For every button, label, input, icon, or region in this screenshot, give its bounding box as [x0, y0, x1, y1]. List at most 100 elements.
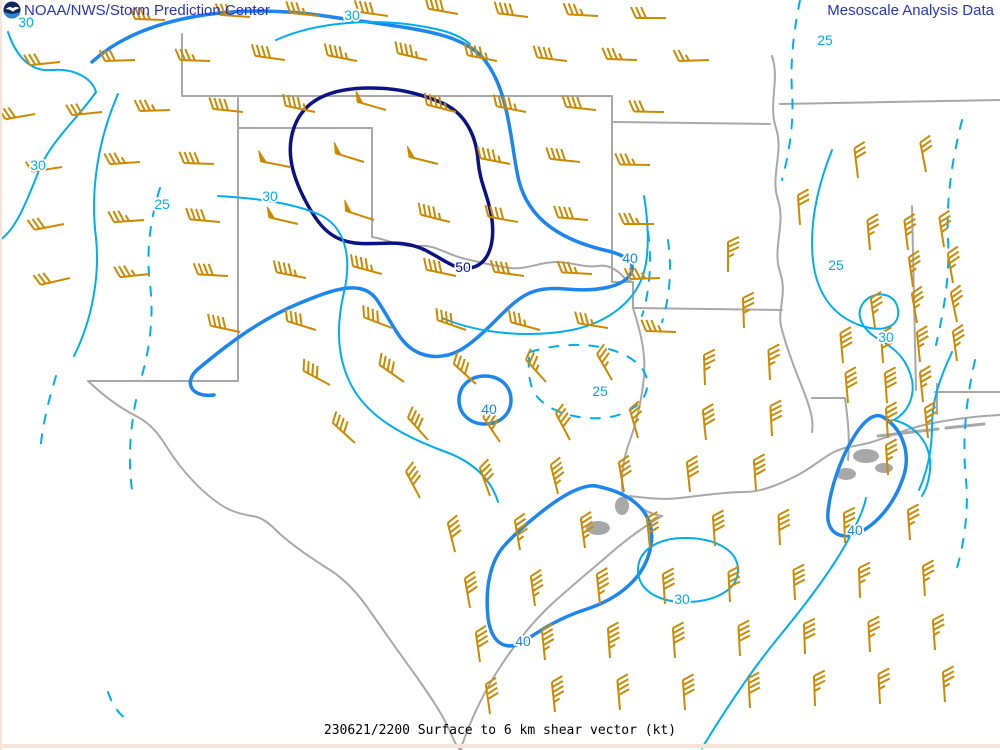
wind-barb [32, 272, 71, 286]
wind-barb [681, 673, 696, 711]
site-title: Mesoscale Analysis Data [827, 2, 994, 19]
wind-barb [640, 319, 677, 333]
border-missouri-arkansas [613, 121, 771, 125]
barb-pennant [355, 90, 364, 105]
barb-pennant [258, 150, 268, 164]
wind-barb [113, 265, 151, 279]
lake-pontchartrain [853, 449, 879, 463]
wind-barb [258, 150, 291, 168]
wind-barb [711, 509, 726, 547]
lakes-urban-areas [586, 449, 893, 535]
wind-barb [178, 151, 215, 165]
shear-contours [0, 0, 976, 749]
contour-label-30: 30 [674, 591, 690, 607]
wind-barb [946, 245, 961, 284]
wind-barb [812, 669, 826, 707]
contour-30 [918, 351, 953, 491]
wind-barb [250, 43, 286, 61]
wind-barb [883, 366, 898, 404]
contour-40 [826, 413, 908, 538]
wind-barb [877, 667, 891, 705]
contour-30 [701, 497, 867, 749]
wind-barb [323, 43, 358, 62]
wind-barb [26, 217, 65, 231]
wind-barb [378, 352, 405, 383]
wind-barb [417, 202, 451, 223]
wind-barb [525, 348, 547, 383]
coastline-gulf [460, 414, 1000, 749]
wind-barb [423, 92, 457, 113]
wind-barb [792, 563, 806, 601]
wind-barb [918, 365, 932, 403]
urban-area-new-orleans [875, 463, 893, 473]
wind-barb [508, 310, 541, 331]
contour-label-25: 25 [154, 196, 170, 212]
contour-label-25: 25 [817, 32, 833, 48]
wind-barb [545, 147, 581, 163]
wind-barb [174, 48, 211, 62]
wind-barb [561, 95, 597, 111]
contour-30 [811, 149, 932, 497]
wind-barb [866, 213, 880, 251]
wind-barb [802, 617, 816, 655]
wind-barb [493, 1, 529, 18]
wind-barb [0, 106, 36, 121]
page-title: NOAA/NWS/Storm Prediction Center [24, 2, 270, 19]
wind-barb [769, 399, 783, 437]
left-edge-strip [0, 0, 2, 750]
contour-labels: 30 30 25 30 25 30 50 40 25 30 25 40 40 40 30 [16, 5, 895, 651]
urban-area-houston [586, 521, 610, 535]
wind-barb [350, 254, 383, 275]
wind-barb [331, 411, 356, 444]
barb-pennant [266, 206, 276, 220]
wind-barb [949, 284, 964, 323]
border-colorado [181, 33, 239, 97]
wind-barb [478, 458, 495, 497]
contour-label-30: 30 [344, 7, 360, 23]
river-mississippi [771, 55, 814, 433]
wind-barb [941, 665, 955, 703]
wind-barb [595, 567, 610, 605]
wind-barb [596, 343, 613, 381]
contour-30 [0, 31, 98, 241]
wind-barb [353, 0, 389, 17]
wind-barb [617, 454, 632, 493]
wind-barb [549, 456, 565, 495]
contour-25 [139, 187, 161, 383]
contour-25 [107, 691, 129, 721]
wind-barb [923, 401, 937, 439]
wind-barb [24, 159, 63, 173]
mississippi-delta [836, 468, 856, 480]
contour-25 [781, 0, 801, 181]
wind-barb [513, 512, 528, 551]
wind-barb [606, 621, 621, 659]
contour-25 [39, 375, 57, 453]
wind-barb [476, 146, 511, 165]
wind-barb [129, 7, 166, 21]
wind-barb [915, 325, 929, 363]
wind-barb [532, 45, 568, 62]
wind-barb [407, 406, 429, 441]
contour-label-25: 25 [828, 257, 844, 273]
barb-pennant [333, 142, 343, 156]
galveston-bay [615, 497, 629, 515]
wind-barb [741, 291, 755, 329]
wind-barb [618, 212, 654, 225]
wind-barb [727, 565, 741, 603]
wind-barb [98, 49, 136, 63]
border-louisiana-mississippi [811, 397, 850, 461]
contour-25 [954, 359, 976, 576]
contour-30 [73, 93, 119, 357]
wind-barb [685, 455, 700, 493]
contour-30 [217, 195, 499, 503]
wind-barb [903, 213, 917, 251]
wind-barb [484, 676, 499, 715]
wind-barb [884, 438, 898, 476]
contour-label-30: 30 [30, 157, 46, 173]
wind-barb [869, 290, 883, 329]
wind-barb [796, 188, 810, 226]
wind-barb [839, 326, 853, 364]
wind-barb [752, 453, 767, 491]
river-rio-grande [87, 380, 463, 750]
